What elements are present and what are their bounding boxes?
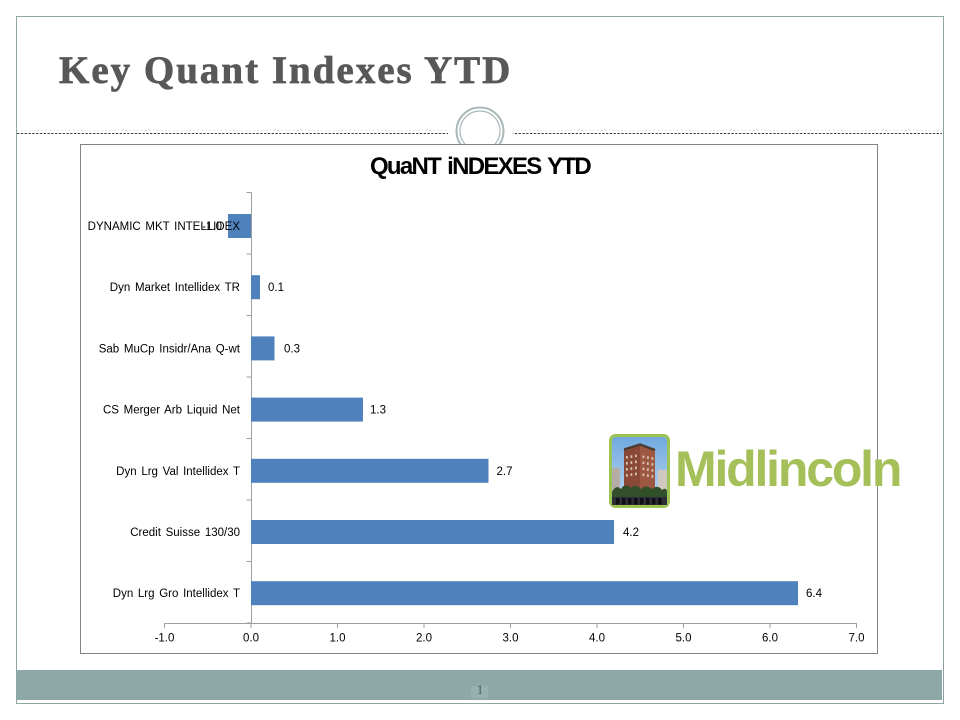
svg-text:2.7: 2.7 bbox=[497, 466, 513, 478]
svg-text:6.0: 6.0 bbox=[762, 633, 778, 645]
svg-text:0.1: 0.1 bbox=[268, 282, 284, 294]
svg-text:-1.0: -1.0 bbox=[155, 633, 175, 645]
svg-text:7.0: 7.0 bbox=[849, 633, 865, 645]
svg-text:Dyn Lrg Gro Intellidex T: Dyn Lrg Gro Intellidex T bbox=[113, 588, 240, 600]
svg-text:0.0: 0.0 bbox=[243, 633, 259, 645]
svg-text:Dyn Market Intellidex TR: Dyn Market Intellidex TR bbox=[110, 282, 240, 294]
svg-text:4.0: 4.0 bbox=[589, 633, 605, 645]
svg-text:0.3: 0.3 bbox=[284, 343, 300, 355]
svg-text:2.0: 2.0 bbox=[416, 633, 432, 645]
svg-text:1.0: 1.0 bbox=[330, 633, 346, 645]
svg-text:5.0: 5.0 bbox=[676, 633, 692, 645]
svg-text:1.3: 1.3 bbox=[370, 405, 386, 417]
svg-text:3.0: 3.0 bbox=[503, 633, 519, 645]
svg-text:Sab MuCp Insidr/Ana Q-wt: Sab MuCp Insidr/Ana Q-wt bbox=[99, 343, 241, 355]
svg-text:CS Merger Arb Liquid Net: CS Merger Arb Liquid Net bbox=[103, 405, 241, 417]
svg-text:-1.0: -1.0 bbox=[202, 221, 222, 233]
svg-text:DYNAMIC MKT INTELLIDEX: DYNAMIC MKT INTELLIDEX bbox=[88, 221, 241, 233]
svg-text:Credit Suisse 130/30: Credit Suisse 130/30 bbox=[130, 527, 240, 539]
svg-text:QuaNT iNDEXES YTD: QuaNT iNDEXES YTD bbox=[370, 153, 591, 180]
svg-text:4.2: 4.2 bbox=[623, 527, 639, 539]
svg-text:6.4: 6.4 bbox=[806, 588, 823, 600]
svg-text:Dyn Lrg Val Intellidex T: Dyn Lrg Val Intellidex T bbox=[116, 466, 240, 478]
